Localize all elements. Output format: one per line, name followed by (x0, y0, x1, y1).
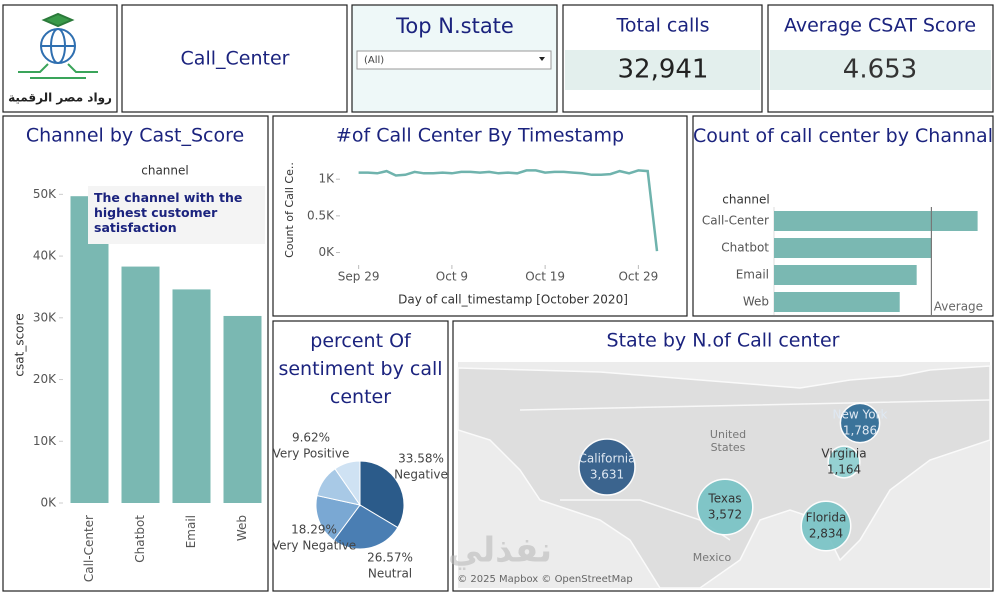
bubble-value: 3,572 (708, 508, 742, 522)
y-axis-title: Count of Call Ce.. (283, 162, 296, 258)
dashboard-title: Call_Center (181, 48, 290, 70)
kpi-value: 4.653 (843, 55, 917, 85)
x-tick-label: Call-Center (82, 515, 96, 582)
bubble-label: Florida (806, 511, 847, 525)
bar (223, 315, 262, 503)
dropdown-box[interactable] (356, 50, 552, 70)
slice-category-label: Negative (394, 468, 448, 482)
chart-title-box: percent Of sentiment by call center (278, 330, 443, 408)
x-tick-label: Oct 9 (436, 270, 468, 284)
bubble-value: 1,164 (827, 463, 861, 477)
bubble (696, 478, 754, 536)
bar (172, 289, 211, 503)
slice-value-label: 33.58% (398, 452, 444, 466)
chart-title: #of Call Center By Timestamp (336, 125, 624, 147)
bar (121, 266, 160, 503)
chart-panel (272, 115, 688, 317)
bar (774, 265, 917, 285)
dropdown-value[interactable]: (All) (364, 55, 384, 66)
kpi-title: Total calls (616, 15, 710, 37)
y-tick-label: Chatbot (721, 241, 769, 255)
y-tick-label: 50K (33, 187, 57, 201)
bar (70, 196, 109, 504)
kpi-band (770, 50, 991, 90)
x-tick-label: Sep 29 (338, 270, 380, 284)
kpi-value: 32,941 (618, 55, 709, 85)
chart-title: Channel by Cast_Score (26, 125, 244, 147)
y-axis-title: channel (722, 193, 769, 207)
bar (774, 211, 978, 231)
bar (774, 238, 932, 258)
pie-slice (333, 504, 399, 550)
bubble-label: California (579, 452, 636, 466)
y-tick-label: 30K (33, 310, 57, 324)
bubble (578, 438, 636, 496)
slice-value-label: 26.57% (367, 551, 413, 565)
y-axis-title: csat_score (13, 313, 27, 376)
y-tick-label: Web (743, 295, 769, 309)
y-tick-label: 0K (318, 245, 335, 259)
x-tick-label: Oct 29 (618, 270, 658, 284)
bubble-label: Virginia (821, 447, 866, 461)
logo (18, 12, 98, 79)
slice-category-label: Very Positive (273, 447, 350, 461)
bubble-value: 3,631 (590, 468, 624, 482)
x-axis-title: channel (141, 164, 188, 178)
bubble (800, 500, 852, 552)
y-tick-label: Call-Center (702, 214, 769, 228)
annotation-box: The channel with the highest customer sa… (88, 186, 265, 244)
bubble-value: 1,786 (843, 424, 877, 438)
bubble-label: New York (833, 408, 888, 422)
chart-title: Count of call center by Channal (693, 125, 993, 147)
filter-title: Top N.state (395, 14, 514, 38)
y-tick-label: 1K (318, 172, 335, 186)
title-panel (121, 4, 348, 113)
bubble-value: 2,834 (809, 527, 843, 541)
slice-value-label: 9.62% (292, 431, 330, 445)
y-tick-label: Email (736, 268, 769, 282)
y-tick-label: 20K (33, 372, 57, 386)
line-series (358, 169, 659, 252)
chart-title: State by N.of Call center (607, 330, 840, 352)
bar (774, 292, 900, 312)
x-tick-label: Web (235, 515, 249, 541)
map-attribution: © 2025 Mapbox © OpenStreetMap (457, 574, 633, 585)
x-axis-title: Day of call_timestamp [October 2020] (398, 293, 628, 307)
x-tick-label: Email (184, 515, 198, 548)
logo-text: رواد مصر الرقمية (8, 91, 112, 106)
x-tick-label: Chatbot (133, 515, 147, 563)
pie-slice (359, 460, 405, 529)
y-tick-label: 40K (33, 249, 57, 263)
bubble (839, 402, 881, 444)
chart-title: percent Of sentiment by call center (278, 330, 443, 408)
dropdown[interactable]: (All) (356, 50, 552, 70)
y-tick-label: 0.5K (307, 208, 335, 222)
map-label: United States (709, 428, 747, 454)
reference-label: Average (934, 300, 983, 314)
kpi-title: Average CSAT Score (784, 15, 976, 37)
slice-category-label: Neutral (368, 567, 412, 581)
bubble-label: Texas (707, 492, 741, 506)
pie-slice (315, 494, 361, 542)
dropdown-arrow[interactable] (539, 57, 545, 61)
chart-title-box: Count of call center by Channal (693, 125, 993, 147)
pie-slice (334, 460, 361, 507)
slice-value-label: 18.29% (291, 523, 337, 537)
y-tick-label: 10K (33, 434, 57, 448)
x-tick-label: Oct 19 (525, 270, 565, 284)
kpi-band (565, 50, 760, 90)
watermark: نفذلي (448, 531, 552, 571)
map-label: Mexico (693, 551, 732, 564)
annotation: The channel with the highest customer sa… (88, 186, 265, 244)
slice-category-label: Very Negative (272, 539, 356, 553)
y-tick-label: 0K (40, 496, 57, 510)
bubble (827, 445, 861, 479)
map-label-box: United States (709, 428, 747, 454)
